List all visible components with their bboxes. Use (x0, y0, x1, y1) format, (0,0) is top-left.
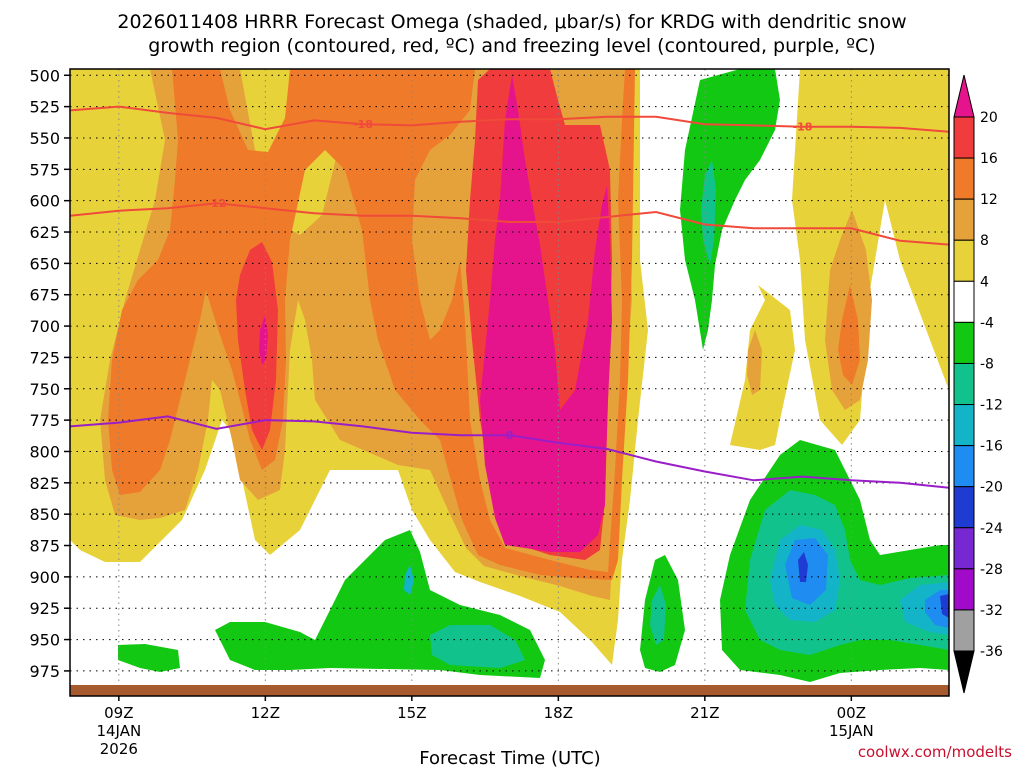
y-tick-label: 650 (29, 254, 60, 273)
colorbar-label: -16 (980, 439, 1003, 455)
colorbar: 20 16 12 8 4 -4 -8 -12 -16 -20 -24 -28 -32 -36 (953, 74, 1003, 694)
colorbar-swatch (953, 198, 975, 241)
contour-lines: -18 -18 -12 0 (70, 105, 949, 489)
y-tick-label: 675 (29, 286, 60, 305)
y-tick-label: 925 (29, 599, 60, 618)
omega-shade-orange (108, 69, 635, 580)
colorbar-swatch (953, 404, 975, 447)
chart-title-line1: 2026011408 HRRR Forecast Omega (shaded, … (117, 11, 906, 33)
colorbar-label: 12 (980, 192, 998, 208)
contour-line-freezing-level-0 (70, 415, 949, 489)
colorbar-swatch (953, 362, 975, 406)
colorbar-label: -8 (980, 356, 994, 372)
ground-strip (70, 685, 949, 696)
y-tick-label: 725 (29, 348, 60, 367)
omega-shade-darkyellow-small (747, 330, 762, 395)
y-tick-label: 625 (29, 223, 60, 242)
y-tick-label: 900 (29, 568, 60, 587)
x-tick-date: 15JAN (829, 722, 874, 740)
y-tick-label: 775 (29, 411, 60, 430)
colorbar-swatch (953, 568, 975, 611)
colorbar-label: 16 (980, 151, 998, 167)
x-tick-label: 18Z (544, 704, 573, 722)
colorbar-swatch (953, 280, 975, 323)
contour-label-dgz-minus-18: -18 (353, 118, 373, 131)
contour-line-dgz-minus-18 (70, 105, 949, 133)
colorbar-swatch (953, 321, 975, 364)
colorbar-label: 4 (980, 274, 989, 290)
omega-shade-magenta (480, 75, 612, 552)
x-axis-label: Forecast Time (UTC) (419, 748, 600, 768)
colorbar-over-triangle (953, 74, 975, 118)
y-tick-label: 825 (29, 474, 60, 493)
y-tick-label: 975 (29, 662, 60, 681)
y-tick-label: 800 (29, 442, 60, 461)
plot-area: -18 -18 -12 0 (70, 69, 949, 696)
contour-label-freezing-level-0: 0 (506, 429, 514, 442)
omega-shade-darkblue-right (798, 552, 808, 582)
omega-positive-shading (70, 69, 949, 665)
omega-shade-darkblue-right2 (940, 594, 949, 618)
y-tick-label: 600 (29, 192, 60, 211)
colorbar-swatch (953, 116, 975, 159)
colorbar-under-triangle (953, 650, 975, 694)
omega-shade-orange-late (838, 285, 860, 385)
x-tick-label: 00Z (837, 704, 866, 722)
y-tick-label: 500 (29, 66, 60, 85)
chart-title-line2: growth region (contoured, red, ºC) and f… (148, 35, 875, 57)
omega-shade-green-upper (680, 69, 780, 350)
colorbar-swatch (953, 527, 975, 570)
y-tick-label: 850 (29, 505, 60, 524)
y-tick-label: 750 (29, 380, 60, 399)
x-tick-year: 2026 (100, 740, 138, 758)
contour-label-dgz-minus-18: -18 (793, 121, 813, 134)
x-tick-date: 14JAN (96, 722, 141, 740)
y-tick-label: 700 (29, 317, 60, 336)
y-tick-label: 875 (29, 537, 60, 556)
colorbar-label: -36 (980, 644, 1003, 660)
y-tick-label: 525 (29, 98, 60, 117)
colorbar-swatch (953, 445, 975, 488)
colorbar-swatch (953, 609, 975, 652)
x-tick-label: 21Z (690, 704, 719, 722)
credit-text[interactable]: coolwx.com/modelts (858, 743, 1012, 761)
x-tick-label: 12Z (251, 704, 280, 722)
omega-shade-red (236, 242, 278, 450)
colorbar-label: -28 (980, 562, 1003, 578)
plot-frame (69, 68, 950, 697)
omega-shade-teal-lower (430, 625, 525, 668)
colorbar-label: -20 (980, 480, 1003, 496)
colorbar-label: 20 (980, 110, 998, 126)
y-tick-label: 950 (29, 631, 60, 650)
y-axis: 500 525 550 575 600 625 650 675 700 725 750 775 800 8… (29, 66, 70, 681)
y-tick-label: 575 (29, 160, 60, 179)
colorbar-swatch (953, 239, 975, 282)
x-tick-label: 09Z (104, 704, 133, 722)
omega-shade-teal-mid (650, 585, 666, 645)
colorbar-label: 8 (980, 233, 989, 249)
colorbar-label: -12 (980, 398, 1003, 414)
y-tick-label: 550 (29, 129, 60, 148)
contour-line-dgz-minus-12 (70, 202, 949, 246)
x-tick-label: 15Z (397, 704, 426, 722)
colorbar-swatch (953, 157, 975, 200)
colorbar-label: -24 (980, 521, 1003, 537)
contour-label-dgz-minus-12: -12 (207, 197, 227, 210)
colorbar-swatch (953, 486, 975, 529)
omega-shade-teal-upper (701, 160, 716, 265)
colorbar-label: -4 (980, 315, 994, 331)
omega-negative-shading (118, 69, 949, 682)
omega-shade-green-small (118, 644, 180, 672)
grid-lines (70, 69, 949, 696)
colorbar-label: -32 (980, 603, 1003, 619)
